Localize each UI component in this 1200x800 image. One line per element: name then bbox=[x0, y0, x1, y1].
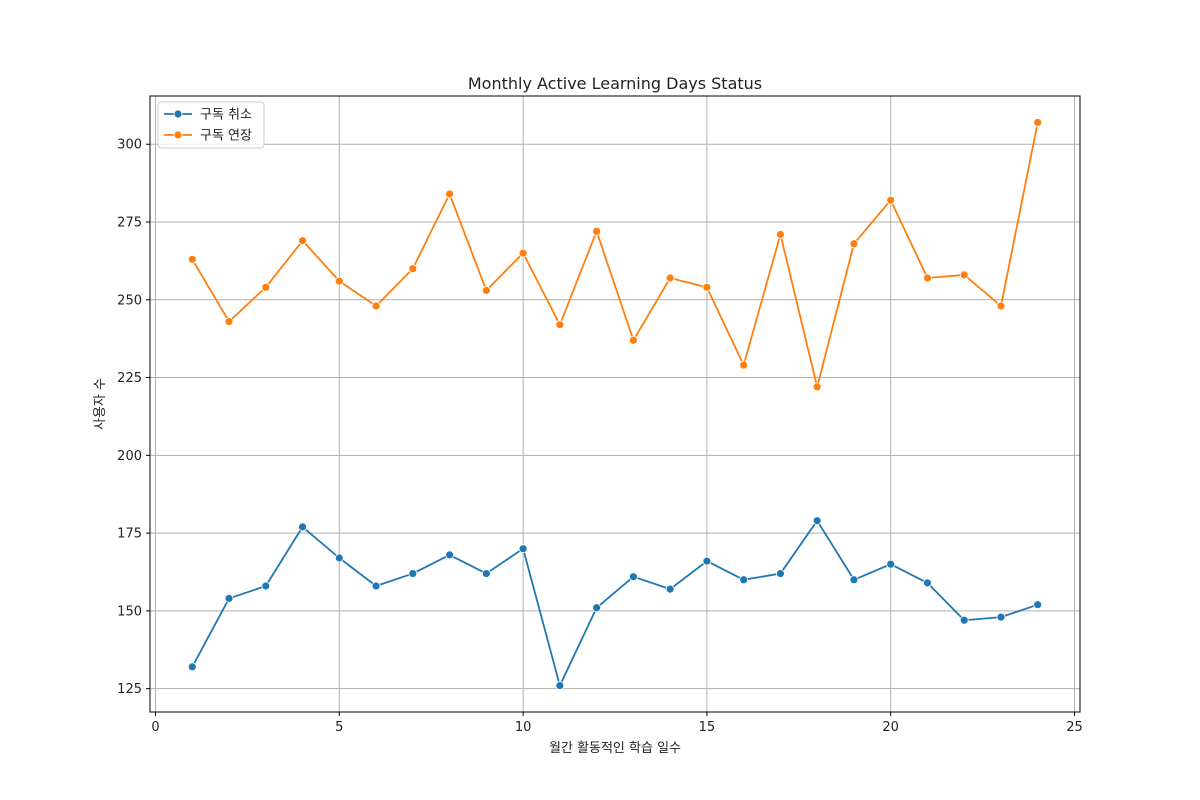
plot-area-frame bbox=[149, 95, 1081, 713]
series-group bbox=[187, 118, 1043, 392]
data-point bbox=[334, 553, 344, 563]
data-point bbox=[849, 239, 859, 249]
y-axis-label: 사용자 수 bbox=[93, 378, 108, 430]
x-tick-label: 15 bbox=[699, 720, 716, 735]
data-point bbox=[702, 282, 712, 292]
y-tick-label: 300 bbox=[117, 138, 142, 153]
chart-title: Monthly Active Learning Days Status bbox=[468, 74, 762, 93]
legend-label: 구독 취소 bbox=[200, 108, 252, 123]
data-point bbox=[628, 572, 638, 582]
data-point bbox=[702, 556, 712, 566]
data-point bbox=[996, 612, 1006, 622]
data-point bbox=[996, 301, 1006, 311]
y-tick-label: 275 bbox=[117, 216, 142, 231]
x-tick-label: 0 bbox=[151, 720, 159, 735]
y-tick-label: 125 bbox=[117, 682, 142, 697]
grid-lines bbox=[150, 96, 1080, 712]
series-line bbox=[191, 122, 1039, 388]
legend-label: 구독 연장 bbox=[200, 129, 252, 144]
data-point bbox=[555, 320, 565, 330]
data-point bbox=[261, 581, 271, 591]
data-point bbox=[371, 301, 381, 311]
data-point bbox=[518, 544, 528, 554]
data-point bbox=[923, 578, 932, 588]
x-axis-ticks: 0 5 10 15 20 25 bbox=[151, 712, 1083, 735]
x-tick-label: 5 bbox=[335, 720, 343, 735]
data-point bbox=[298, 522, 307, 532]
x-tick-label: 25 bbox=[1066, 720, 1083, 735]
data-point bbox=[445, 189, 454, 199]
data-point bbox=[187, 662, 197, 672]
data-point bbox=[923, 273, 932, 283]
legend-item: 구독 연장 bbox=[164, 129, 252, 144]
data-point bbox=[886, 559, 896, 569]
data-point bbox=[334, 276, 344, 286]
data-point bbox=[445, 550, 454, 560]
y-tick-label: 250 bbox=[117, 293, 142, 308]
data-point bbox=[628, 335, 638, 345]
data-point bbox=[812, 516, 822, 526]
data-point bbox=[739, 360, 749, 370]
data-point bbox=[592, 603, 602, 613]
data-point bbox=[481, 569, 491, 578]
data-point bbox=[776, 569, 785, 578]
x-axis-label: 월간 활동적인 학습 일수 bbox=[549, 741, 681, 756]
data-point bbox=[555, 681, 565, 690]
data-point bbox=[592, 226, 602, 236]
data-point bbox=[1033, 118, 1043, 127]
data-point bbox=[739, 575, 749, 585]
series-line bbox=[191, 519, 1039, 687]
data-point bbox=[408, 569, 418, 578]
data-point bbox=[665, 273, 675, 283]
y-tick-label: 200 bbox=[117, 449, 142, 464]
data-point bbox=[959, 270, 969, 280]
data-point bbox=[408, 264, 418, 274]
data-point bbox=[665, 584, 675, 594]
y-axis-ticks: 125 150 175 200 225 250 275 300 bbox=[117, 138, 150, 697]
data-point bbox=[371, 581, 381, 591]
data-point bbox=[187, 254, 197, 264]
data-point bbox=[812, 382, 822, 392]
legend-item: 구독 취소 bbox=[164, 108, 252, 123]
data-point bbox=[224, 317, 234, 326]
y-tick-label: 225 bbox=[117, 371, 142, 386]
y-tick-label: 150 bbox=[117, 604, 142, 619]
data-point bbox=[776, 230, 785, 239]
x-tick-label: 20 bbox=[882, 720, 899, 735]
data-point bbox=[224, 594, 234, 603]
data-point bbox=[1033, 600, 1043, 610]
y-tick-label: 175 bbox=[117, 527, 142, 542]
data-point bbox=[298, 236, 307, 246]
data-point bbox=[481, 286, 491, 295]
data-point bbox=[518, 248, 528, 258]
series-layer bbox=[187, 118, 1043, 690]
series-group bbox=[187, 516, 1043, 690]
x-tick-label: 10 bbox=[515, 720, 532, 735]
data-point bbox=[261, 282, 271, 292]
data-point bbox=[959, 615, 969, 625]
data-point bbox=[886, 195, 896, 205]
legend-swatch-marker bbox=[173, 130, 183, 140]
legend-swatch-marker bbox=[173, 109, 183, 119]
data-point bbox=[849, 575, 859, 585]
